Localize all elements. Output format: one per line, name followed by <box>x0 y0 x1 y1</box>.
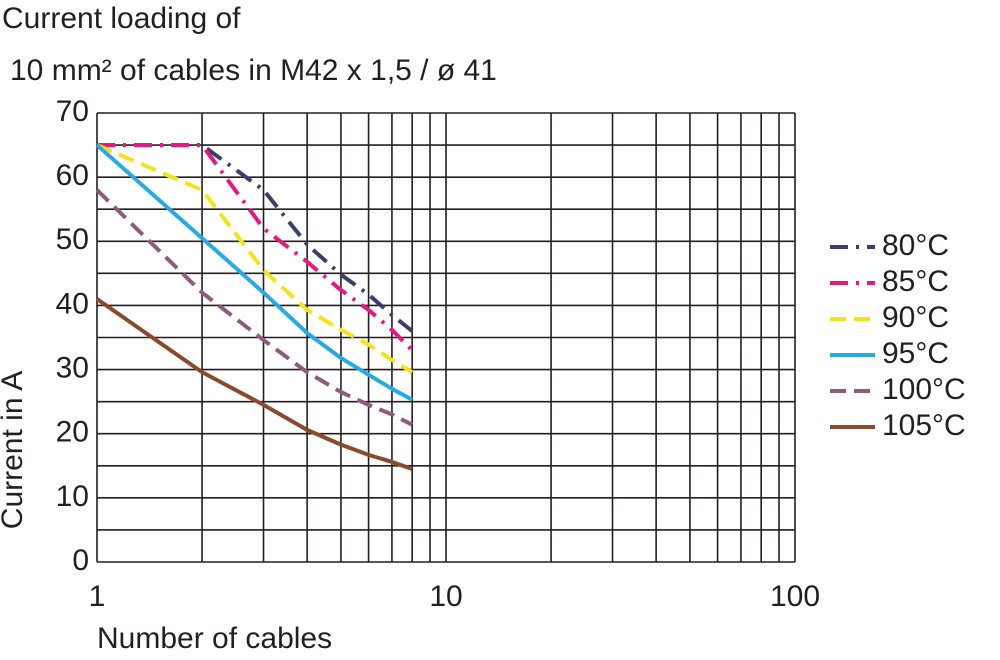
series-line <box>95 188 414 427</box>
series-line <box>95 297 413 471</box>
legend-label: 95°C <box>882 337 949 370</box>
y-tick-label: 40 <box>56 287 89 320</box>
legend-label: 105°C <box>882 409 966 442</box>
x-tick-label: 10 <box>429 580 462 613</box>
y-tick-label: 70 <box>56 95 89 128</box>
y-tick-label: 10 <box>56 480 89 513</box>
y-tick-label: 50 <box>56 223 89 256</box>
y-tick-label: 0 <box>72 544 89 577</box>
series-line <box>95 143 414 402</box>
x-tick-label: 100 <box>770 580 820 613</box>
y-axis-label: Current in A <box>0 371 29 529</box>
chart-title: 10 mm² of cables in M42 x 1,5 / ø 41 <box>10 54 497 87</box>
y-tick-label: 60 <box>56 159 89 192</box>
series-line <box>97 143 414 352</box>
series-line <box>97 143 414 333</box>
legend-label: 100°C <box>882 373 966 406</box>
x-axis-label: Number of cables <box>97 622 332 655</box>
legend-label: 80°C <box>882 229 949 262</box>
legend-label: 85°C <box>882 265 949 298</box>
x-tick-label: 1 <box>89 580 106 613</box>
chart-title: Current loading of <box>2 2 241 35</box>
series-line <box>96 143 414 374</box>
y-tick-label: 20 <box>56 416 89 449</box>
y-tick-label: 30 <box>56 351 89 384</box>
legend-label: 90°C <box>882 301 949 334</box>
